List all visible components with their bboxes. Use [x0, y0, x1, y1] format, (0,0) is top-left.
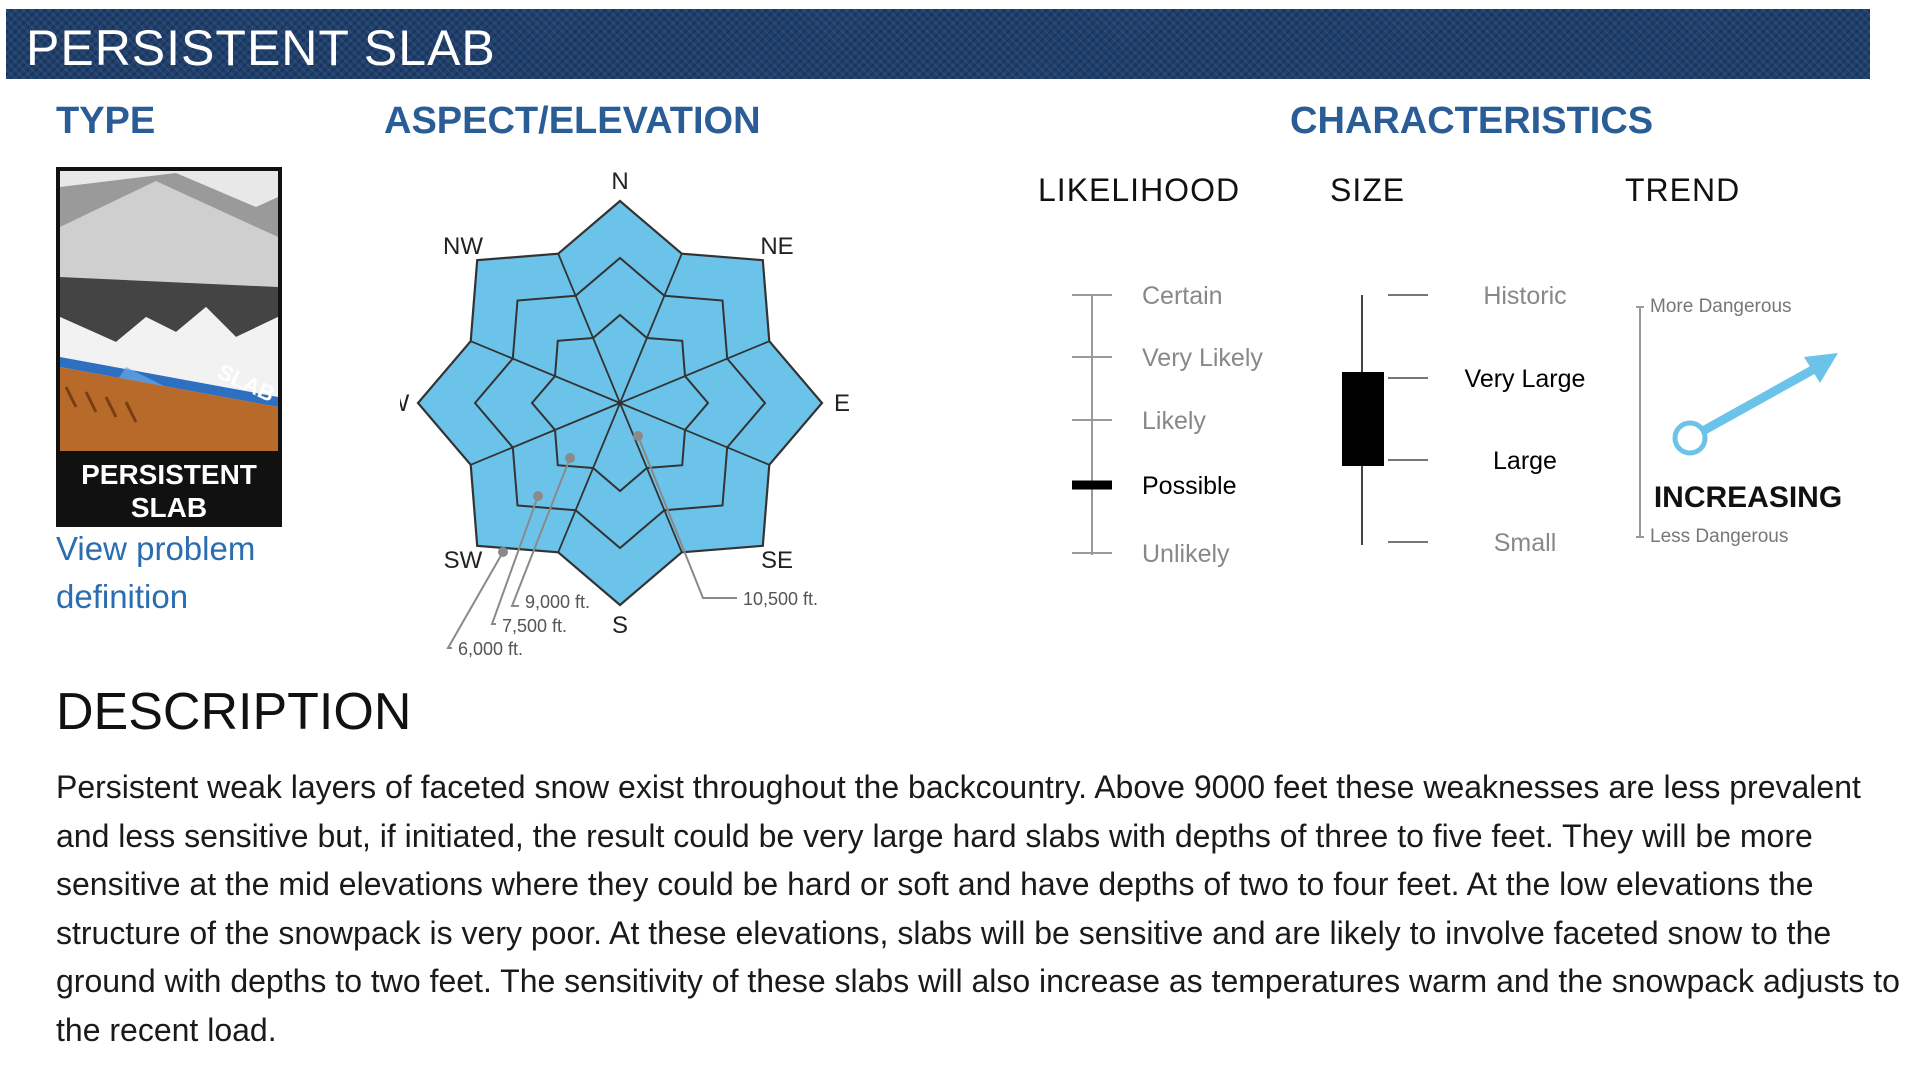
aspect-elevation-rose: N NE E SE S SW W NW 10,500 ft. 9,000 ft. 7,500 ft.…: [387, 158, 880, 683]
rose-elevation-ring: [473, 256, 767, 550]
icon-caption-line2: SLAB: [131, 492, 207, 523]
rose-sector-divider: [619, 402, 770, 466]
size-level-large: Large: [1493, 447, 1557, 475]
view-problem-definition-link[interactable]: View problem definition: [56, 530, 256, 615]
more-dangerous-label: More Dangerous: [1650, 296, 1792, 317]
rose-sector-divider: [619, 253, 683, 404]
elevation-leader: [490, 495, 539, 625]
elevation-label: 10,500 ft.: [743, 589, 818, 609]
elevation-label: 7,500 ft.: [502, 616, 567, 636]
rose-sector-divider: [619, 340, 770, 404]
rose-sector-divider: [557, 253, 621, 404]
trend-value: INCREASING: [1654, 481, 1842, 514]
likelihood-label: LIKELIHOOD: [1038, 172, 1241, 208]
trend-label: TREND: [1625, 172, 1741, 208]
direction-label-e: E: [834, 390, 850, 417]
direction-label-nw: NW: [443, 233, 483, 260]
likelihood-level-certain: Certain: [1142, 282, 1223, 310]
size-level-small: Small: [1494, 529, 1557, 557]
direction-label-w: W: [400, 390, 410, 417]
rose-sector-divider: [619, 402, 683, 553]
persistent-slab-icon: SLAB PERSISTENT SLAB: [56, 167, 282, 532]
likelihood-level-possible: Possible: [1142, 472, 1237, 500]
description-heading: DESCRIPTION: [56, 683, 412, 741]
elevation-label: 9,000 ft.: [525, 592, 590, 612]
direction-label-sw: SW: [444, 547, 483, 574]
problem-title: PERSISTENT SLAB: [26, 20, 496, 76]
characteristics-heading: CHARACTERISTICS: [1290, 100, 1654, 142]
rose-sector-divider: [557, 402, 621, 553]
description-text: Persistent weak layers of faceted snow e…: [56, 769, 1900, 1048]
trend-indicator: More Dangerous Less Dangerous INCREASING: [1636, 296, 1842, 547]
direction-label-s: S: [612, 612, 628, 639]
direction-label-se: SE: [761, 547, 793, 574]
size-label: SIZE: [1330, 172, 1406, 208]
type-heading: TYPE: [56, 100, 156, 142]
size-level-historic: Historic: [1483, 282, 1566, 310]
likelihood-level-very-likely: Very Likely: [1142, 344, 1263, 372]
rose-elevation-ring: [530, 313, 710, 493]
direction-label-ne: NE: [760, 233, 793, 260]
elevation-leader: [637, 435, 737, 599]
rose-sector-divider: [470, 402, 621, 466]
likelihood-level-unlikely: Unlikely: [1142, 540, 1230, 568]
size-range-box: [1342, 372, 1384, 466]
icon-caption-line1: PERSISTENT: [81, 459, 257, 490]
rose-sector-divider: [470, 340, 621, 404]
elevation-leader: [446, 551, 504, 649]
trend-arrow-shaft: [1689, 359, 1828, 441]
elevation-leader: [510, 457, 571, 607]
likelihood-level-likely: Likely: [1142, 407, 1206, 435]
problem-banner: PERSISTENT SLAB: [6, 9, 1870, 79]
trend-arrow-head: [1804, 353, 1838, 383]
likelihood-scale: Certain Very Likely Likely Possible Unlikely: [1072, 282, 1263, 568]
aspect-elevation-heading: ASPECT/ELEVATION: [384, 100, 761, 142]
direction-label-n: N: [611, 168, 628, 195]
size-scale: Historic Very Large Large Small: [1342, 282, 1586, 557]
elevation-label: 6,000 ft.: [458, 639, 523, 659]
size-level-very-large: Very Large: [1465, 365, 1586, 393]
less-dangerous-label: Less Dangerous: [1650, 526, 1788, 547]
trend-arrow-origin: [1672, 420, 1708, 456]
